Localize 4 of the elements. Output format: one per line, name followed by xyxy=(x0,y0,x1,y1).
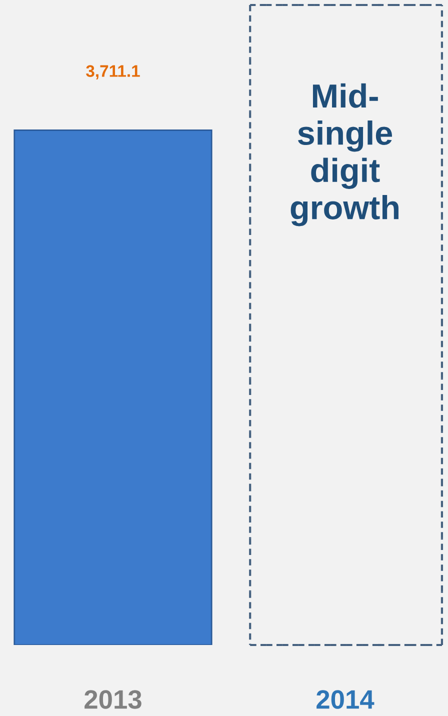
data-label: 3,711.1 xyxy=(86,65,140,80)
x-tick-label: 2013 xyxy=(84,690,142,709)
x-tick-label: 2014 xyxy=(316,690,374,709)
annotation: Mid-single digit growth xyxy=(290,83,398,226)
